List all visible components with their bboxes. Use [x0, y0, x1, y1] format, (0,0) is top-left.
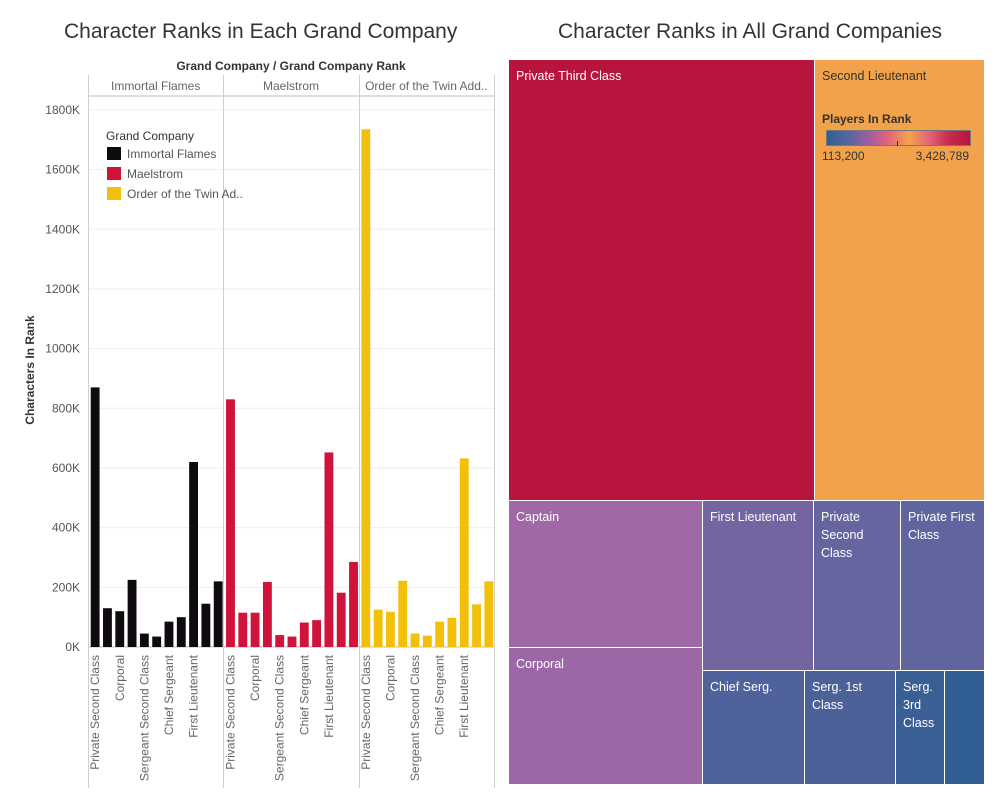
x-tick-label: Sergeant Second Class — [273, 655, 287, 781]
bar — [139, 633, 149, 647]
legend-swatch — [107, 147, 121, 160]
bar — [287, 636, 297, 647]
color-ramp — [826, 130, 971, 146]
bar — [459, 458, 469, 647]
x-tick-label: Sergeant Second Class — [137, 655, 151, 781]
x-tick-label: Corporal — [248, 655, 262, 701]
legend-title: Grand Company — [106, 129, 194, 143]
bar — [103, 608, 112, 647]
treemap-tile-label: Captain — [516, 510, 560, 524]
legend-item: Immortal Flames — [127, 147, 216, 161]
x-tick-label: First Lieutenant — [322, 654, 336, 737]
treemap-tile-label: Private Third Class — [516, 69, 622, 83]
right-chart-title: Character Ranks in All Grand Companies — [558, 20, 943, 43]
x-tick-label: Chief Sergeant — [162, 654, 176, 735]
bar — [115, 611, 125, 647]
bar — [447, 617, 457, 647]
bar — [398, 580, 408, 647]
bar — [189, 462, 199, 647]
treemap-tile — [703, 501, 813, 670]
treemap-tile-label: Serg. 3rd Class — [903, 680, 935, 730]
x-tick-label: Private Second Class — [88, 655, 102, 770]
bar — [238, 612, 248, 647]
x-tick-label: First Lieutenant — [187, 654, 201, 737]
y-tick-label: 1800K — [45, 103, 80, 117]
x-tick-label: Chief Sergeant — [297, 654, 311, 735]
legend-item: Maelstrom — [127, 167, 183, 181]
treemap-tile — [901, 501, 984, 670]
y-tick-label: 1400K — [45, 222, 80, 236]
bar — [164, 621, 174, 647]
x-tick-label: First Lieutenant — [457, 654, 471, 737]
bar — [312, 620, 322, 647]
left-chart-title: Character Ranks in Each Grand Company — [64, 20, 458, 43]
y-axis-label: Characters In Rank — [23, 315, 37, 425]
color-legend-max: 3,428,789 — [915, 149, 969, 163]
x-tick-label: Corporal — [113, 655, 127, 701]
y-tick-label: 600K — [52, 461, 80, 475]
bar — [275, 635, 285, 647]
treemap-tile-label: Private First Class — [908, 510, 975, 542]
bar — [373, 609, 383, 647]
color-legend: Players In Rank 113,200 3,428,789 — [822, 112, 982, 163]
y-tick-label: 800K — [52, 401, 80, 415]
y-tick-label: 1200K — [45, 282, 80, 296]
treemap-tile-label: First Lieutenant — [710, 510, 797, 524]
y-tick-label: 200K — [52, 580, 80, 594]
treemap-tile-label: Second Lieutenant — [822, 69, 927, 83]
panel-header: Maelstrom — [263, 79, 319, 93]
treemap-tile — [814, 501, 900, 670]
color-legend-title: Players In Rank — [822, 112, 912, 126]
panel-header: Order of the Twin Add.. — [365, 79, 488, 93]
x-tick-label: Chief Sergeant — [433, 654, 447, 735]
bar-chart-header: Grand Company / Grand Company Rank — [176, 59, 406, 73]
bar — [201, 603, 211, 647]
legend-swatch — [107, 187, 121, 200]
bar — [361, 129, 371, 648]
bar — [435, 621, 445, 647]
bar — [336, 592, 346, 647]
x-tick-label: Private Second Class — [359, 655, 373, 770]
bar — [349, 561, 358, 647]
treemap-tile — [509, 60, 814, 500]
bar — [90, 387, 100, 647]
panel-header: Immortal Flames — [111, 79, 200, 93]
treemap-tile — [805, 671, 895, 784]
treemap-tile-label: Corporal — [516, 657, 564, 671]
treemap-tile — [509, 648, 702, 784]
y-tick-label: 1000K — [45, 342, 80, 356]
bar — [410, 633, 420, 647]
y-tick-label: 0K — [65, 640, 80, 654]
bar-chart: Grand Company / Grand Company Rank Chara… — [23, 59, 495, 788]
bar — [250, 612, 260, 647]
bar — [324, 452, 334, 647]
y-tick-label: 1600K — [45, 163, 80, 177]
legend-swatch — [107, 167, 121, 180]
bar — [176, 617, 186, 647]
bar — [262, 581, 272, 647]
treemap-tile-label: Chief Serg. — [710, 680, 773, 694]
bar — [127, 579, 137, 647]
bar — [213, 581, 223, 647]
bar — [226, 399, 235, 647]
x-tick-label: Private Second Class — [223, 655, 237, 770]
treemap-tile — [509, 501, 702, 647]
treemap-tile — [945, 671, 984, 784]
legend-item: Order of the Twin Ad.. — [127, 187, 243, 201]
bar — [422, 635, 432, 647]
bar — [152, 636, 162, 647]
treemap-tile-label: Private Second Class — [821, 510, 864, 560]
bar — [472, 604, 481, 647]
color-legend-min: 113,200 — [822, 149, 865, 163]
bar — [299, 622, 309, 647]
bar — [385, 611, 395, 647]
y-tick-label: 400K — [52, 521, 80, 535]
treemap-tile-label: Serg. 1st Class — [812, 680, 863, 712]
x-tick-label: Sergeant Second Class — [408, 655, 422, 781]
treemap-tile — [703, 671, 804, 784]
x-tick-label: Corporal — [383, 655, 397, 701]
treemap-tile — [896, 671, 944, 784]
bar — [484, 581, 494, 647]
